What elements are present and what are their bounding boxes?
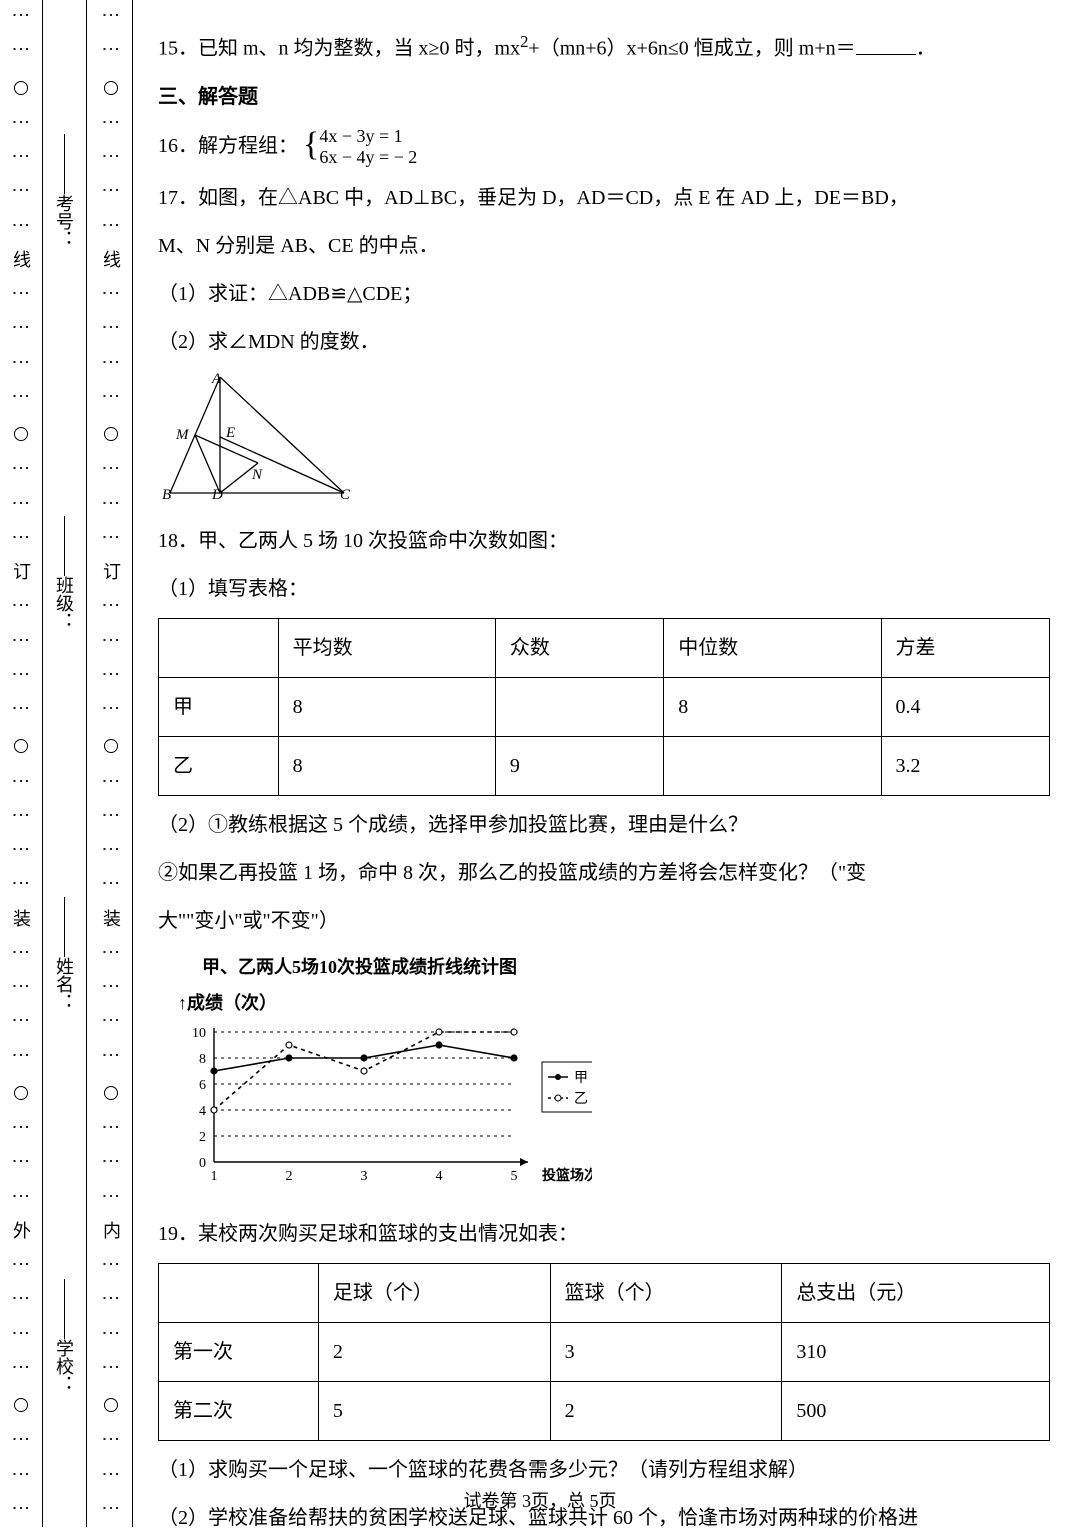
q19-table: 足球（个）篮球（个）总支出（元）第一次23310第二次52500 <box>158 1263 1050 1441</box>
brace-icon: { <box>303 135 319 155</box>
svg-text:6: 6 <box>199 1078 206 1093</box>
svg-text:甲: 甲 <box>574 1071 588 1086</box>
svg-text:C: C <box>340 487 351 501</box>
q17-line2: M、N 分别是 AB、CE 的中点． <box>158 227 1050 265</box>
line-chart: 024681012345投篮场次甲乙 <box>172 1022 592 1192</box>
q19-line1: 19．某校两次购买足球和篮球的支出情况如表： <box>158 1215 1050 1253</box>
svg-text:4: 4 <box>199 1104 206 1119</box>
q16-lead: 16．解方程组： <box>158 135 298 157</box>
equation-system: { 4x − 3y = 1 6x − 4y = − 2 <box>303 126 417 169</box>
q15-text-a: 15．已知 m、n 均为整数，当 x≥0 时，mx <box>158 38 520 60</box>
q17-figure: A B C D E M N <box>162 371 1050 514</box>
binding-margin-inner: ⋮⋮⋮⋮⋮⋮线⋮⋮⋮⋮⋮⋮⋮订⋮⋮⋮⋮⋮⋮⋮⋮装⋮⋮⋮⋮⋮⋮⋮内⋮⋮⋮⋮⋮⋮⋮ <box>96 0 126 1527</box>
svg-text:M: M <box>175 427 190 443</box>
q18-line5: 大""变小"或"不变"） <box>158 902 1050 940</box>
svg-text:2: 2 <box>199 1130 206 1145</box>
svg-text:A: A <box>211 371 222 387</box>
q18-line1: 18．甲、乙两人 5 场 10 次投篮命中次数如图： <box>158 522 1050 560</box>
content-divider-vline <box>132 0 133 1527</box>
q18-chart: 甲、乙两人5场10次投篮成绩折线统计图 ↑成绩（次） 024681012345投… <box>172 950 1050 1205</box>
question-16: 16．解方程组： { 4x − 3y = 1 6x − 4y = − 2 <box>158 126 1050 169</box>
footer-text: 试卷第 3页，总 5页 <box>464 1491 617 1511</box>
q18-line4: ②如果乙再投篮 1 场，命中 8 次，那么乙的投篮成绩的方差将会怎样变化？（"变 <box>158 854 1050 892</box>
svg-text:2: 2 <box>286 1169 293 1184</box>
q18-line3: （2）①教练根据这 5 个成绩，选择甲参加投篮比赛，理由是什么？ <box>158 806 1050 844</box>
chart-title: 甲、乙两人5场10次投篮成绩折线统计图 <box>202 950 1050 984</box>
svg-text:投篮场次: 投篮场次 <box>542 1167 592 1184</box>
svg-text:5: 5 <box>511 1169 518 1184</box>
svg-text:B: B <box>162 487 171 501</box>
svg-text:D: D <box>211 487 223 501</box>
chart-ylabel-text: 成绩（次） <box>187 993 277 1013</box>
chart-ylabel: ↑成绩（次） <box>178 986 1050 1020</box>
q15-text-c: ． <box>916 38 936 60</box>
sys-line-2: 6x − 4y = − 2 <box>319 147 417 169</box>
sys-line-1: 4x − 3y = 1 <box>319 126 417 148</box>
svg-text:1: 1 <box>211 1169 218 1184</box>
triangle-diagram: A B C D E M N <box>162 371 352 501</box>
q17-line1: 17．如图，在△ABC 中，AD⊥BC，垂足为 D，AD＝CD，点 E 在 AD… <box>158 179 1050 217</box>
svg-text:10: 10 <box>192 1026 206 1041</box>
svg-text:0: 0 <box>199 1156 206 1171</box>
student-info-column: 考号：班级：姓名：学校： <box>48 0 80 1527</box>
q17-line4: （2）求∠MDN 的度数． <box>158 323 1050 361</box>
svg-text:N: N <box>251 467 263 483</box>
q18-table: 平均数众数中位数方差甲880.4乙893.2 <box>158 618 1050 796</box>
q17-line3: （1）求证：△ADB≌△CDE； <box>158 275 1050 313</box>
margin-vline-1 <box>42 0 43 1527</box>
section-3-heading: 三、解答题 <box>158 78 1050 116</box>
q15-text-b: +（mn+6）x+6n≤0 恒成立，则 m+n＝ <box>528 38 855 60</box>
svg-text:E: E <box>225 425 235 441</box>
page-content: 15．已知 m、n 均为整数，当 x≥0 时，mx 2 +（mn+6）x+6n≤0 … <box>158 20 1050 1507</box>
q18-line2: （1）填写表格： <box>158 570 1050 608</box>
system-lines: 4x − 3y = 1 6x − 4y = − 2 <box>319 126 417 169</box>
svg-text:乙: 乙 <box>574 1091 588 1107</box>
question-15: 15．已知 m、n 均为整数，当 x≥0 时，mx2+（mn+6）x+6n≤0 … <box>158 26 1050 68</box>
q15-blank <box>856 35 916 55</box>
q19-line2: （1）求购买一个足球、一个篮球的花费各需多少元？（请列方程组求解） <box>158 1451 1050 1489</box>
svg-text:3: 3 <box>361 1169 368 1184</box>
margin-vline-2 <box>86 0 87 1527</box>
svg-text:8: 8 <box>199 1052 206 1067</box>
page-footer: 试卷第 3页，总 5页 <box>0 1487 1080 1513</box>
svg-text:4: 4 <box>436 1169 443 1184</box>
binding-margin-outer: ⋮⋮⋮⋮⋮⋮线⋮⋮⋮⋮⋮⋮⋮订⋮⋮⋮⋮⋮⋮⋮⋮装⋮⋮⋮⋮⋮⋮⋮外⋮⋮⋮⋮⋮⋮⋮ <box>6 0 36 1527</box>
